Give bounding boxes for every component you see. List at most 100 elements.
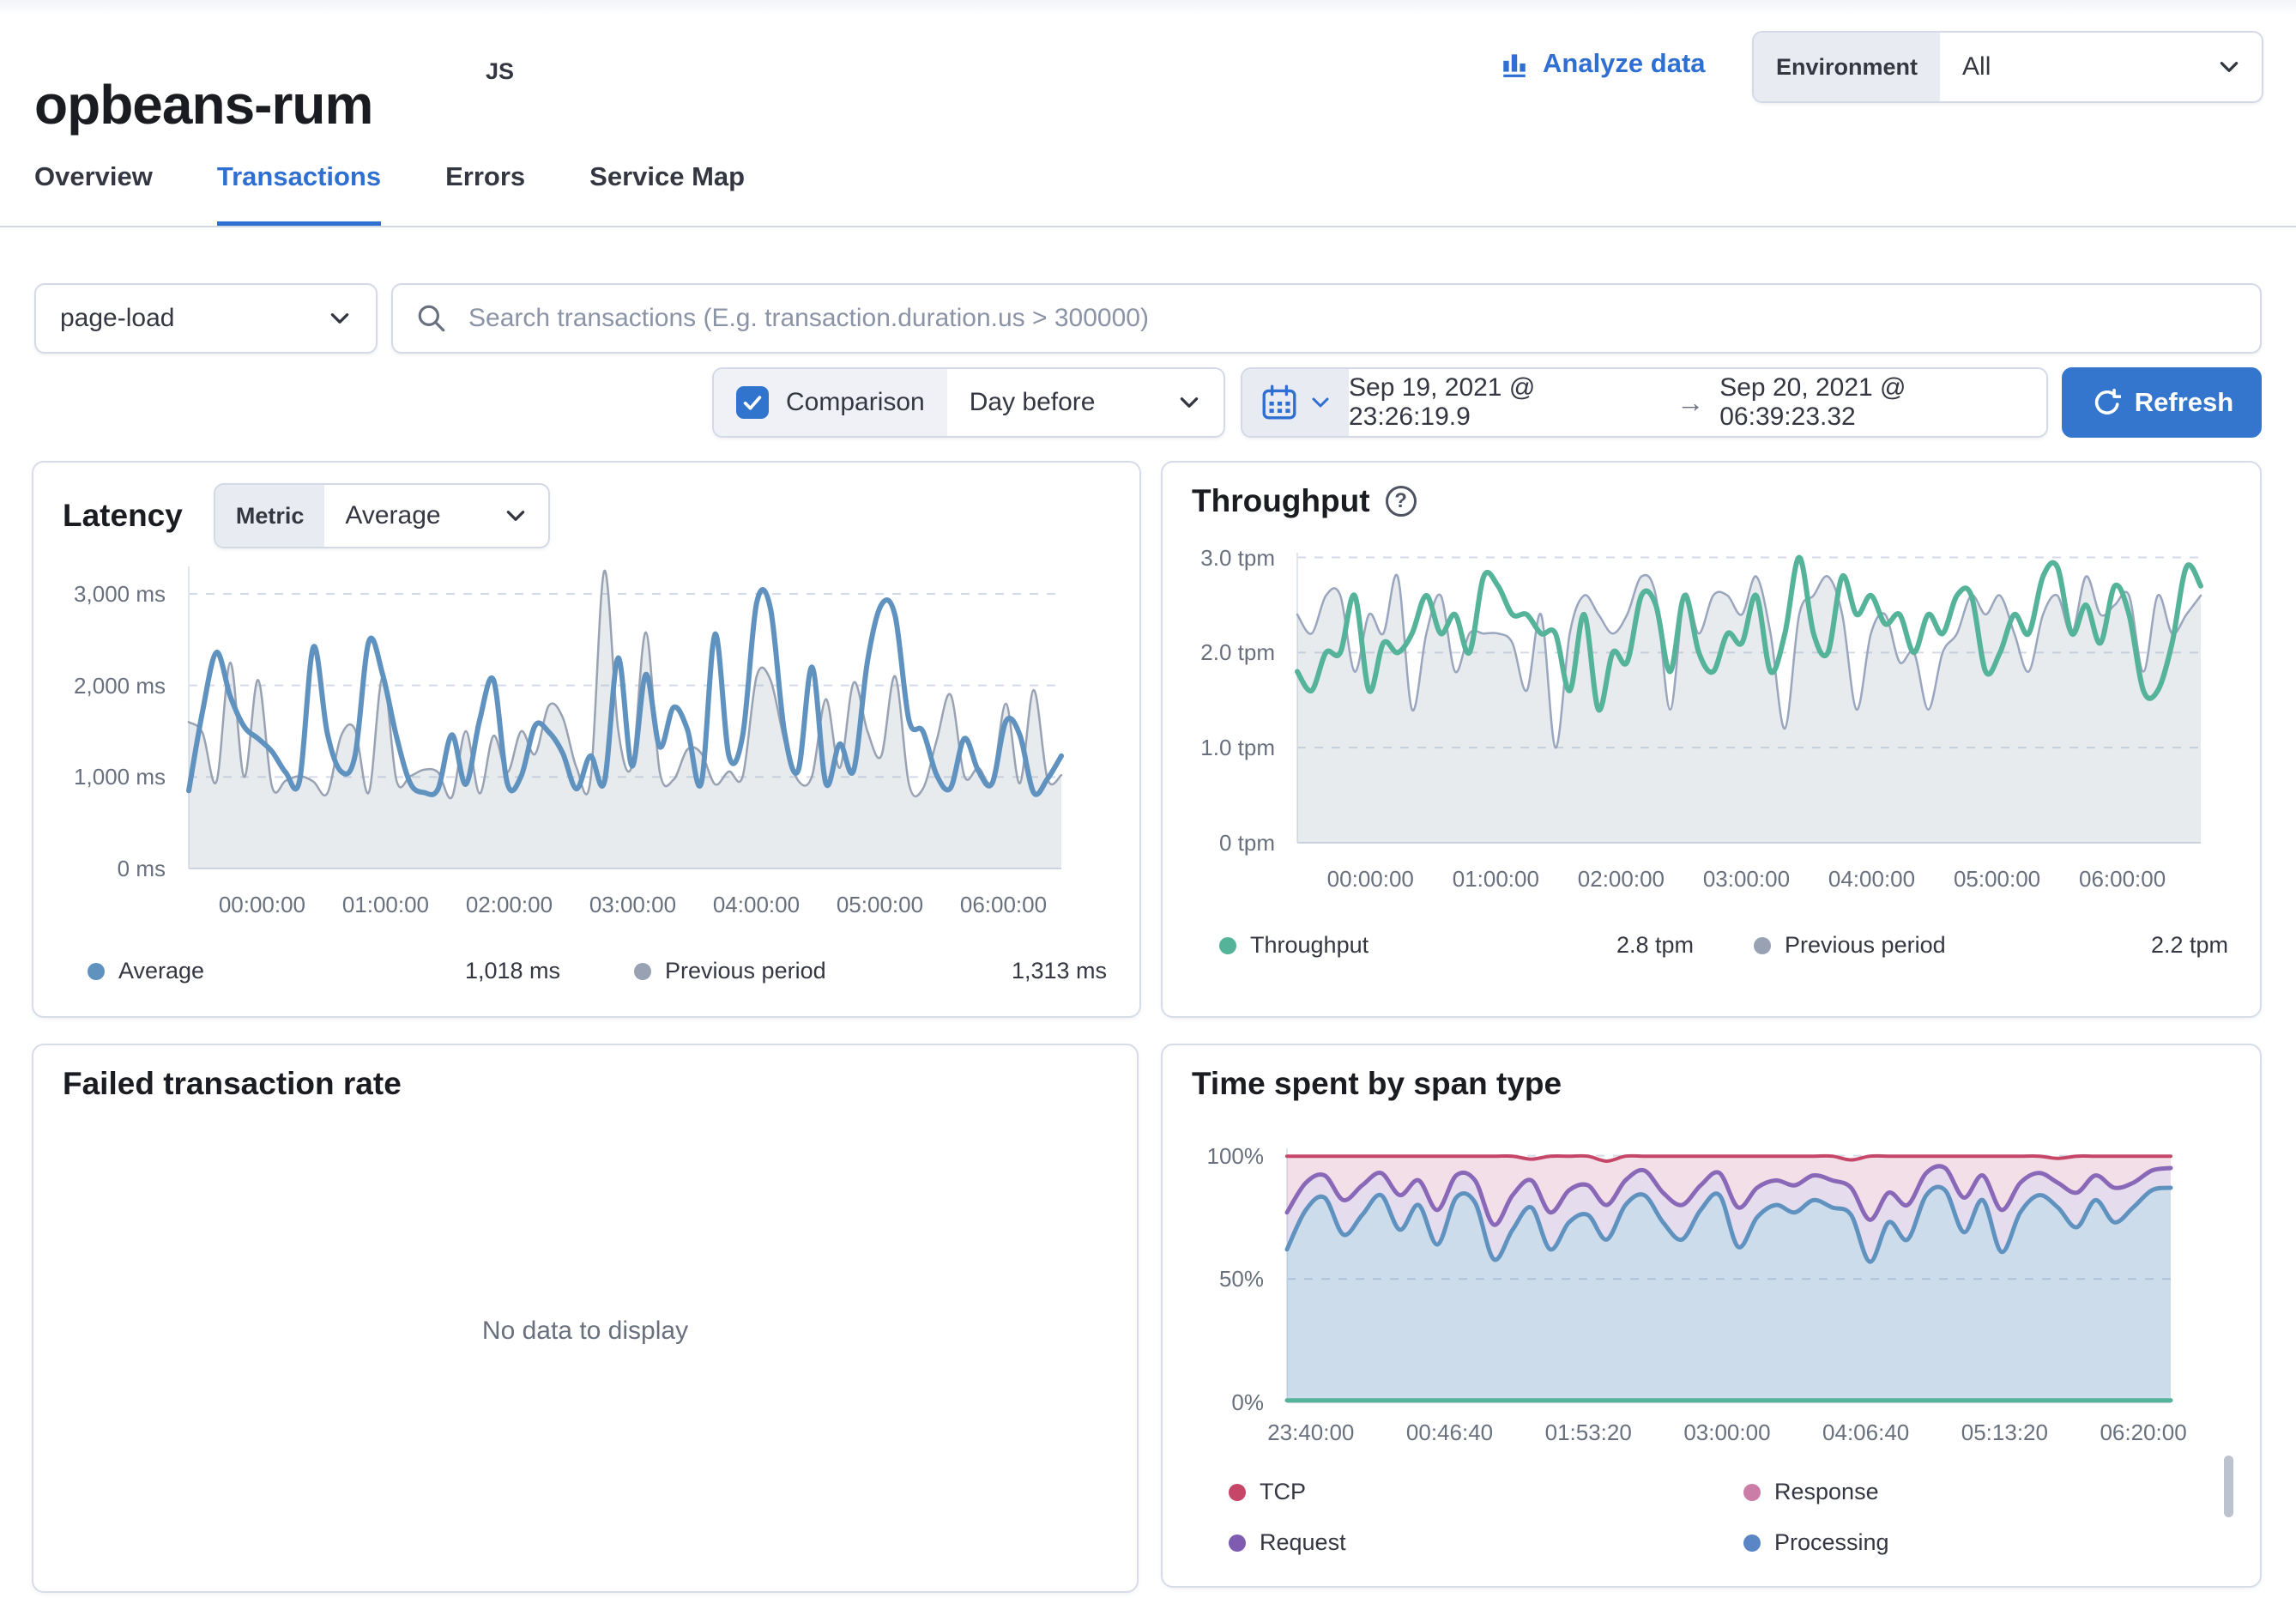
x-axis-tick-label: 00:00:00: [219, 892, 305, 918]
legend-value: 2.2 tpm: [2151, 932, 2228, 959]
tab-overview[interactable]: Overview: [34, 161, 153, 226]
analyze-data-icon: [1500, 49, 1529, 78]
environment-select-label: Environment: [1754, 33, 1940, 101]
y-axis-tick-label: 100%: [1163, 1143, 1264, 1170]
x-axis-tick-label: 03:00:00: [1703, 866, 1790, 893]
legend-label[interactable]: Previous period: [1785, 932, 1946, 959]
legend-dot: [1743, 1484, 1761, 1501]
comparison-period-value: Day before: [970, 388, 1096, 417]
search-icon: [415, 302, 448, 335]
tab-service-map[interactable]: Service Map: [589, 161, 745, 226]
legend-value: 1,018 ms: [465, 958, 560, 984]
legend-label-response[interactable]: Response: [1774, 1479, 1879, 1505]
chevron-down-icon: [1177, 390, 1201, 415]
refresh-label: Refresh: [2135, 387, 2233, 418]
x-axis-tick-label: 23:40:00: [1267, 1419, 1354, 1446]
comparison-checkbox-segment: Comparison: [714, 369, 947, 436]
x-axis-tick-label: 02:00:00: [466, 892, 553, 918]
x-axis-tick-label: 02:00:00: [1578, 866, 1665, 893]
calendar-icon: [1260, 383, 1299, 422]
y-axis-tick-label: 0 ms: [33, 856, 166, 882]
x-axis-tick-label: 03:00:00: [589, 892, 676, 918]
legend-dot: [88, 963, 105, 980]
x-axis-tick-label: 06:00:00: [2079, 866, 2166, 893]
x-axis-tick-label: 03:00:00: [1683, 1419, 1770, 1446]
chart-plot: [189, 566, 1061, 869]
tab-bar: Overview Transactions Errors Service Map: [34, 161, 745, 226]
chart-plot: [1287, 1148, 2171, 1402]
latency-chart[interactable]: 3,000 ms 2,000 ms 1,000 ms 0 ms 00:00:00 01:0…: [33, 463, 1139, 1016]
y-axis-tick-label: 50%: [1163, 1266, 1264, 1292]
date-start[interactable]: Sep 19, 2021 @ 23:26:19.9: [1349, 373, 1661, 432]
legend-dot: [1229, 1484, 1246, 1501]
x-axis-tick-label: 04:06:40: [1822, 1419, 1909, 1446]
legend-dot: [1754, 937, 1771, 954]
throughput-panel: Throughput ? 3.0 tpm2.0 tpm1.0 tpm0 tpm0…: [1161, 461, 2262, 1018]
tab-transactions[interactable]: Transactions: [217, 161, 381, 226]
y-axis-tick-label: 2,000 ms: [33, 673, 166, 699]
date-picker-menu-button[interactable]: [1242, 369, 1349, 436]
no-data-message: No data to display: [33, 1317, 1137, 1346]
legend-label-processing[interactable]: Processing: [1774, 1529, 1889, 1556]
x-axis-tick-label: 05:00:00: [1954, 866, 2040, 893]
failed-transaction-rate-panel: Failed transaction rate No data to displ…: [32, 1044, 1139, 1593]
y-axis-tick-label: 1.0 tpm: [1163, 735, 1275, 761]
chart-plot: [1297, 553, 2201, 843]
transaction-type-select[interactable]: page-load: [34, 283, 378, 354]
y-axis-tick-label: 2.0 tpm: [1163, 639, 1275, 666]
tabs-divider: [0, 226, 2296, 227]
date-range-picker: Sep 19, 2021 @ 23:26:19.9 → Sep 20, 2021…: [1241, 367, 2048, 438]
timespent-panel: Time spent by span type 100%50%0%23:40:0…: [1161, 1044, 2262, 1588]
y-axis-tick-label: 0 tpm: [1163, 830, 1275, 857]
analyze-data-label: Analyze data: [1543, 48, 1706, 79]
x-axis-tick-label: 04:00:00: [1828, 866, 1915, 893]
throughput-legend: Throughput 2.8 tpm Previous period 2.2 t…: [1219, 932, 2228, 959]
date-end[interactable]: Sep 20, 2021 @ 06:39:23.32: [1719, 373, 2046, 432]
arrow-right-icon: →: [1677, 387, 1704, 419]
latency-legend: Average 1,018 ms Previous period 1,313 m…: [88, 958, 1107, 984]
comparison-group: Comparison Day before: [712, 367, 1225, 438]
x-axis-tick-label: 06:00:00: [960, 892, 1047, 918]
y-axis-tick-label: 3.0 tpm: [1163, 545, 1275, 572]
chevron-down-icon: [328, 306, 352, 330]
top-chrome-edge: [0, 0, 2296, 15]
page-title: opbeans-rum: [34, 73, 372, 136]
legend-label[interactable]: Average: [118, 958, 204, 984]
date-range-display[interactable]: Sep 19, 2021 @ 23:26:19.9 → Sep 20, 2021…: [1349, 369, 2046, 436]
latency-panel: Latency Metric Average 3,000 ms2,000 ms1…: [32, 461, 1141, 1018]
legend-label[interactable]: Previous period: [665, 958, 826, 984]
refresh-icon: [2090, 387, 2121, 418]
x-axis-tick-label: 05:13:20: [1961, 1419, 2048, 1446]
x-axis-tick-label: 00:00:00: [1327, 866, 1414, 893]
legend-label[interactable]: Throughput: [1250, 932, 1369, 959]
legend-scrollbar[interactable]: [2224, 1456, 2233, 1517]
tab-errors[interactable]: Errors: [445, 161, 525, 226]
legend-value: 1,313 ms: [1012, 958, 1107, 984]
x-axis-tick-label: 05:00:00: [837, 892, 923, 918]
legend-dot: [634, 963, 651, 980]
comparison-period-select[interactable]: Day before: [947, 369, 1224, 436]
agent-badge: JS: [486, 58, 514, 85]
chevron-down-icon: [2217, 33, 2262, 101]
x-axis-tick-label: 01:00:00: [342, 892, 429, 918]
failed-transaction-rate-title: Failed transaction rate: [63, 1066, 402, 1102]
environment-select-value: All: [1940, 33, 2217, 101]
x-axis-tick-label: 01:53:20: [1545, 1419, 1632, 1446]
search-bar: [391, 283, 2262, 354]
y-axis-tick-label: 3,000 ms: [33, 581, 166, 608]
y-axis-tick-label: 1,000 ms: [33, 764, 166, 790]
comparison-label: Comparison: [786, 388, 925, 417]
legend-dot: [1219, 937, 1236, 954]
x-axis-tick-label: 06:20:00: [2100, 1419, 2186, 1446]
legend-label-request[interactable]: Request: [1260, 1529, 1346, 1556]
legend-dot: [1743, 1534, 1761, 1552]
chevron-down-icon: [1309, 391, 1332, 414]
search-input[interactable]: [467, 303, 2238, 334]
environment-select[interactable]: Environment All: [1752, 31, 2263, 103]
refresh-button[interactable]: Refresh: [2062, 367, 2262, 438]
comparison-checkbox[interactable]: [736, 386, 769, 419]
x-axis-tick-label: 04:00:00: [713, 892, 800, 918]
legend-dot: [1229, 1534, 1246, 1552]
analyze-data-link[interactable]: Analyze data: [1500, 48, 1706, 79]
legend-label-tcp[interactable]: TCP: [1260, 1479, 1306, 1505]
